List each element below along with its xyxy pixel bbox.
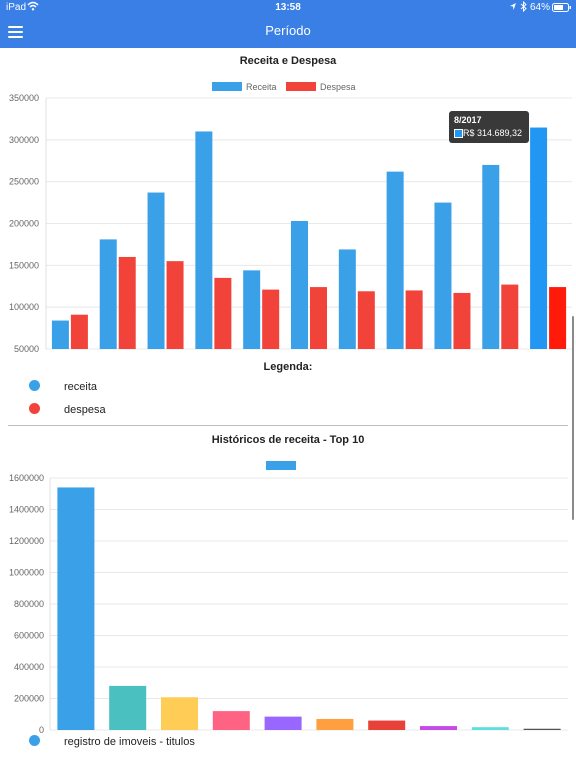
chart1-plot[interactable]: 50000 100000 150000 200000 250000 300000 35000… [0,90,576,356]
chart2-ytick-label: 0 [39,725,44,735]
device-label: iPad [6,2,27,13]
chart2-ytick-label: 1400000 [9,505,44,515]
chart2-ytick-label: 600000 [14,631,44,641]
chart1-bar-despesa [549,287,567,349]
chart2-ytick-label: 800000 [14,599,44,609]
tooltip-swatch [454,129,463,138]
nav-title: Período [265,23,311,38]
chart2-bar [420,726,457,730]
status-bar: iPad 13:58 64% [0,0,576,16]
chart1-bar-despesa [118,256,136,349]
chart1-bar-despesa [310,287,327,349]
chart1-bar-despesa [262,289,280,349]
nav-bar: Período [0,16,576,48]
battery-percent: 64% [530,2,551,13]
chart2-legend-swatch[interactable] [266,461,296,470]
chart1-bar-receita [195,131,213,349]
chart2-ytick-label: 200000 [14,694,44,704]
chart1-ytick-label: 50000 [14,344,39,354]
scrollbar[interactable] [572,316,574,520]
chart2-bar [523,728,561,730]
chart2-plot[interactable]: 0 200000 400000 600000 800000 1000000 1200000 1… [0,470,576,736]
chart1-bar-receita [482,164,500,349]
chart2-ytick-label: 1200000 [9,536,44,546]
chart2-ytick-label: 1600000 [9,473,44,483]
tooltip-value: R$ 314.689,32 [463,128,523,138]
chart2-bar [212,711,250,730]
chart1-bar-despesa [405,290,423,349]
chart2-bar [264,716,302,730]
chart1-bar-receita [434,202,452,349]
chart1-bar-receita [338,249,356,349]
chart1-ytick-label: 150000 [9,260,39,270]
chart1-legend-receita-swatch[interactable] [212,82,242,91]
chart1-bar-receita [243,270,261,349]
chart1-bar-despesa [214,277,232,349]
chart1-bar-despesa [70,314,88,349]
bluetooth-icon [520,0,527,15]
chart1-bar-receita [386,171,404,349]
chart1-bar-despesa [357,291,375,349]
chart1-title: Receita e Despesa [239,55,337,67]
chart1-bar-receita [51,320,69,349]
chart2-bar [57,487,95,730]
legend-receita-dot [29,380,40,391]
chart1-bar-receita [530,127,548,349]
wifi-icon [27,1,39,14]
chart2-bar [471,727,509,730]
chart2-bottom-legend-dot [29,735,40,746]
chart1-ytick-label: 350000 [9,93,39,103]
chart2-title: Históricos de receita - Top 10 [211,434,365,446]
chart1-ytick-label: 200000 [9,219,39,229]
chart2-ytick-label: 1000000 [9,568,44,578]
legend-section-title: Legenda: [263,361,313,373]
chart1-legend-despesa-swatch[interactable] [286,82,316,91]
chart2-bar [109,685,147,730]
chart1-bar-despesa [166,261,184,349]
chart1-bar-receita [99,239,117,349]
legend-receita-label: receita [64,381,98,393]
status-time: 13:58 [275,2,301,13]
legend-despesa-label: despesa [64,404,106,416]
battery-icon [552,3,572,15]
chart1-bar-despesa [501,284,519,349]
chart1-legend-receita-label[interactable]: Receita [246,82,277,92]
chart2-ytick-label: 400000 [14,662,44,672]
chart1-bar-despesa [453,292,471,349]
chart1-bar-receita [291,220,308,349]
location-icon [509,2,517,14]
tooltip-title: 8/2017 [454,115,482,125]
chart2-bar [316,718,354,730]
chart1-legend-despesa-label[interactable]: Despesa [320,82,356,92]
chart1-bar-receita [147,192,165,349]
hamburger-icon[interactable] [8,25,24,39]
chart2-bar [368,720,406,730]
chart1-ytick-label: 250000 [9,177,39,187]
chart1-tooltip: 8/2017 R$ 314.689,32 [449,111,529,143]
legend-despesa-dot [29,403,40,414]
section-divider [8,425,568,426]
chart1-ytick-label: 300000 [9,135,39,145]
chart1-ytick-label: 100000 [9,302,39,312]
chart2-bottom-legend-label: registro de imoveis - titulos [64,736,195,748]
chart2-bar [161,697,198,730]
